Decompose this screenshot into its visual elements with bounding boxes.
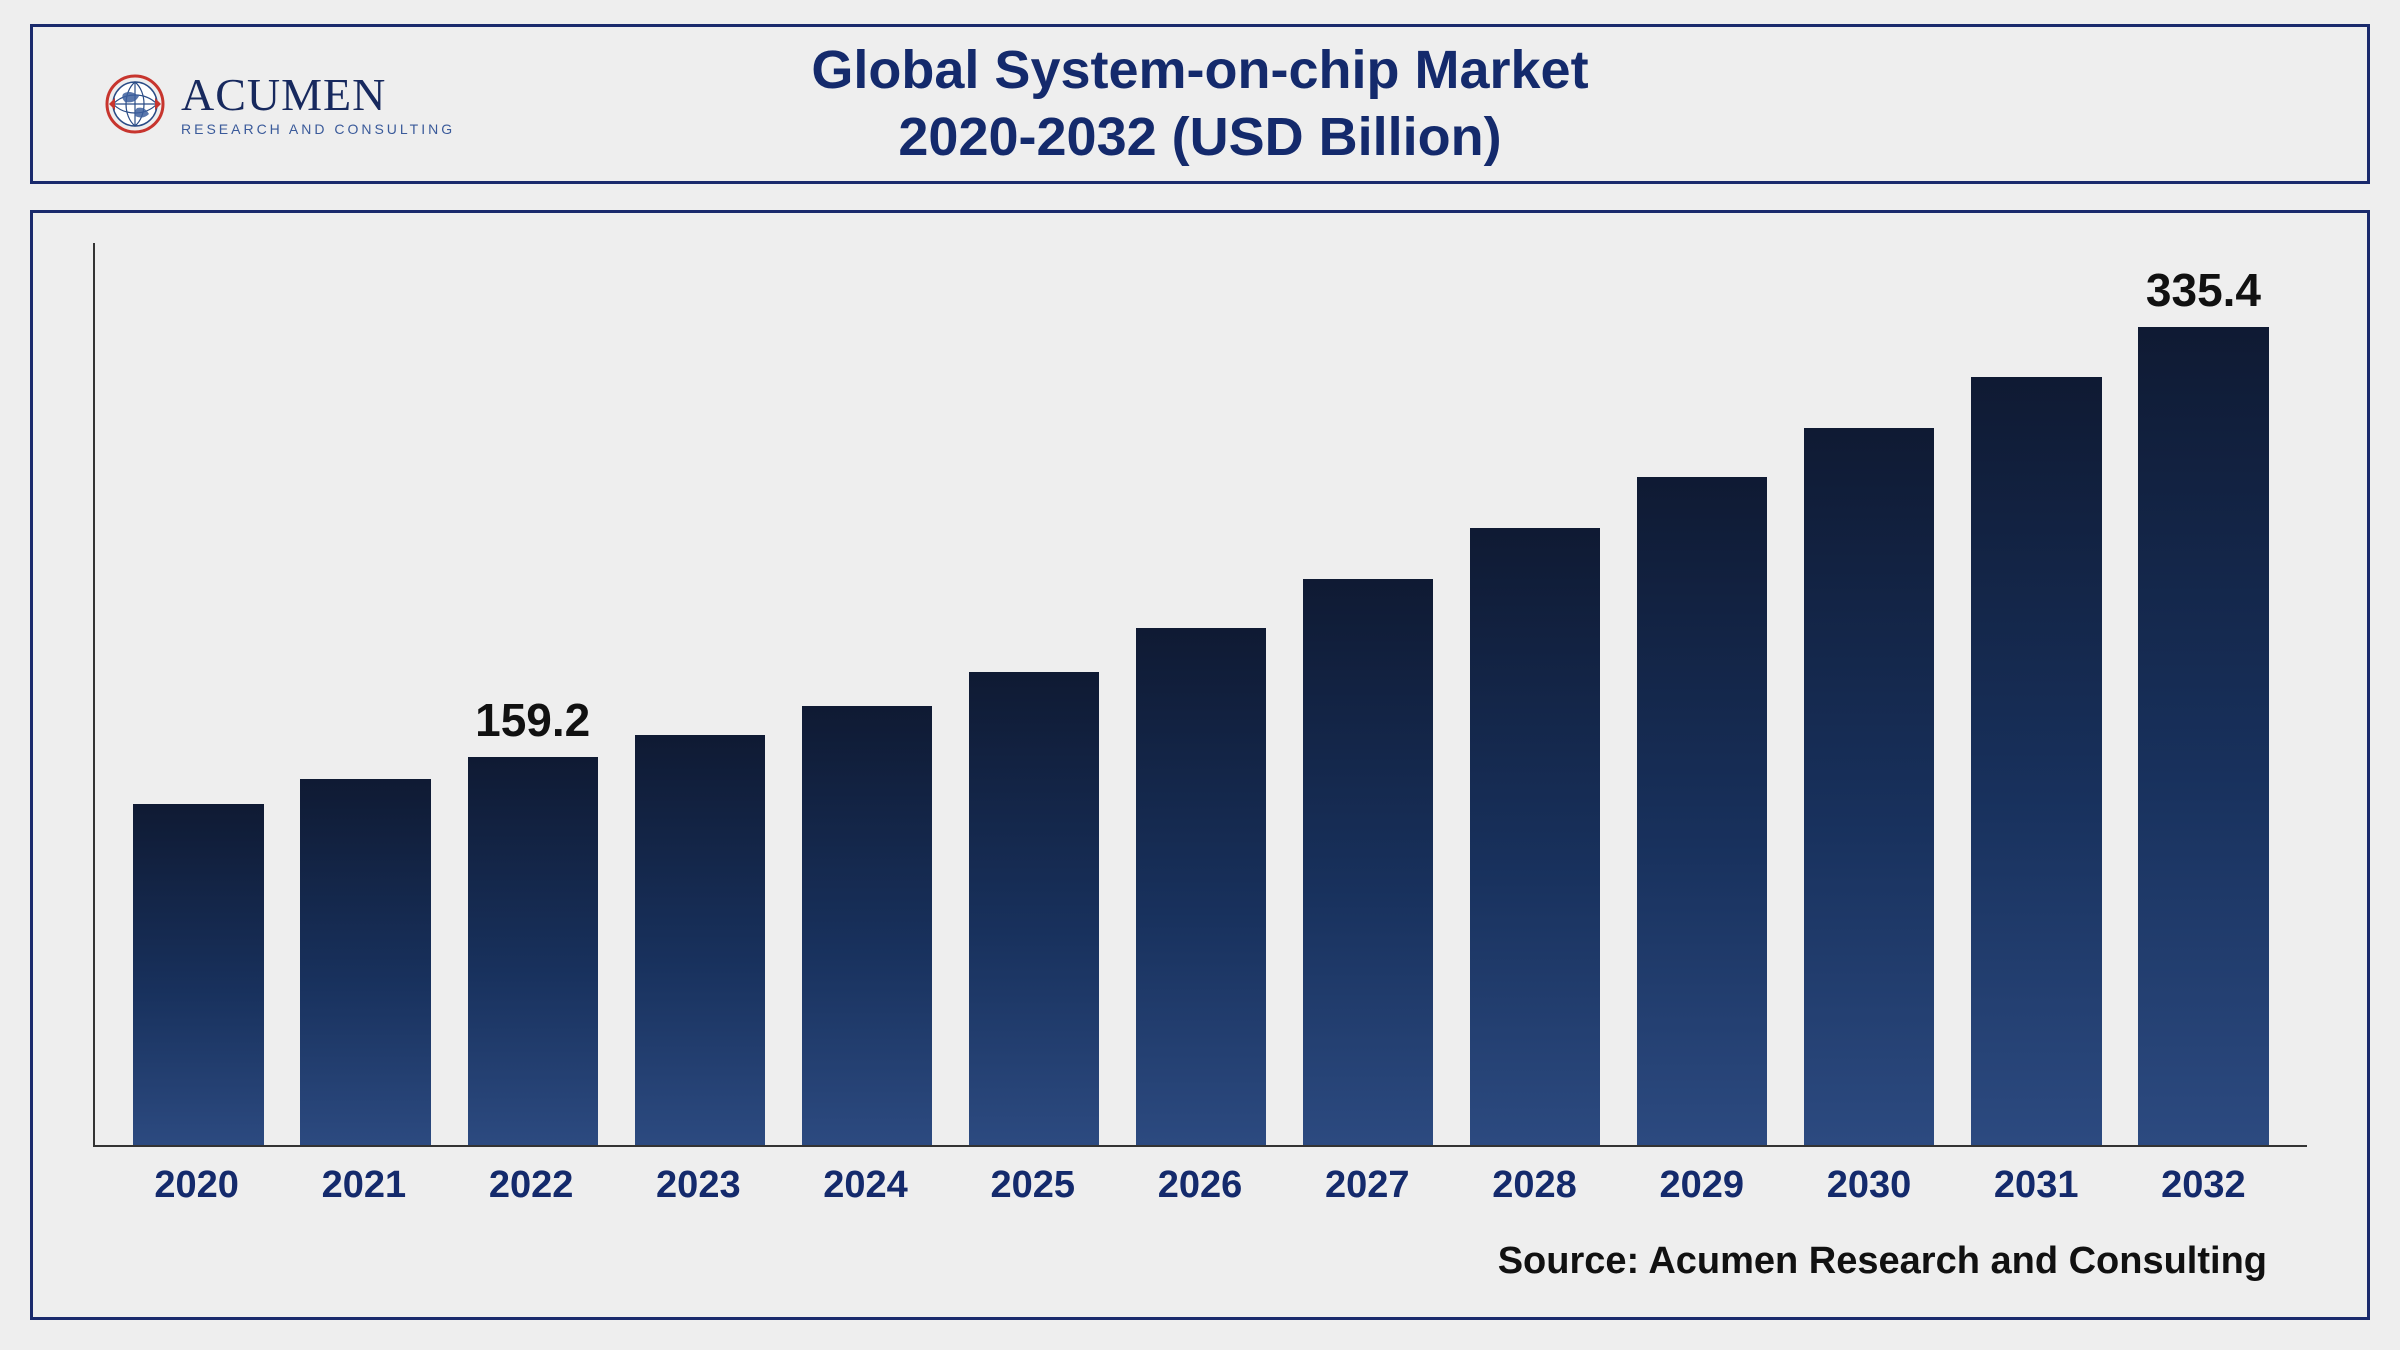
logo-subtext: RESEARCH AND CONSULTING bbox=[181, 122, 455, 136]
source-caption: Source: Acumen Research and Consulting bbox=[1498, 1240, 2267, 1283]
chart-title-line2: 2020-2032 (USD Billion) bbox=[898, 107, 1501, 167]
bar-slot bbox=[1953, 243, 2120, 1145]
x-tick-label: 2020 bbox=[113, 1150, 280, 1207]
header-panel: ACUMEN RESEARCH AND CONSULTING Global Sy… bbox=[30, 24, 2370, 184]
bar bbox=[468, 757, 598, 1145]
bar bbox=[1136, 628, 1266, 1145]
brand-logo: ACUMEN RESEARCH AND CONSULTING bbox=[103, 72, 455, 136]
bar bbox=[1303, 579, 1433, 1145]
chart-panel: 159.2335.4 20202021202220232024202520262… bbox=[30, 210, 2370, 1320]
bar-slot: 159.2 bbox=[449, 243, 616, 1145]
x-tick-label: 2031 bbox=[1953, 1150, 2120, 1207]
bar bbox=[969, 672, 1099, 1145]
plot-area: 159.2 335.4 bbox=[93, 243, 2307, 1147]
bar-value-label: 159.2 bbox=[475, 693, 590, 747]
x-tick-label: 2026 bbox=[1116, 1150, 1283, 1207]
bar-slot bbox=[115, 243, 282, 1145]
bar bbox=[802, 706, 932, 1145]
bar-value-label: 335.4 bbox=[2146, 263, 2261, 317]
bar-slot bbox=[1786, 243, 1953, 1145]
x-tick-label: 2024 bbox=[782, 1150, 949, 1207]
x-tick-label: 2027 bbox=[1284, 1150, 1451, 1207]
bar-slot: 335.4 bbox=[2120, 243, 2287, 1145]
bar-slot bbox=[783, 243, 950, 1145]
logo-brand-text: ACUMEN bbox=[181, 72, 455, 118]
x-tick-label: 2023 bbox=[615, 1150, 782, 1207]
chart-title: Global System-on-chip Market 2020-2032 (… bbox=[811, 37, 1588, 172]
x-tick-label: 2030 bbox=[1785, 1150, 1952, 1207]
globe-icon bbox=[103, 72, 167, 136]
x-tick-label: 2021 bbox=[280, 1150, 447, 1207]
x-tick-label: 2029 bbox=[1618, 1150, 1785, 1207]
bar bbox=[1470, 528, 1600, 1145]
bar-slot bbox=[950, 243, 1117, 1145]
chart-title-line1: Global System-on-chip Market bbox=[811, 40, 1588, 100]
bar-slot bbox=[1285, 243, 1452, 1145]
bar bbox=[1971, 377, 2101, 1145]
bar bbox=[2138, 327, 2268, 1145]
bar-slot bbox=[282, 243, 449, 1145]
x-tick-label: 2022 bbox=[447, 1150, 614, 1207]
bar-slot bbox=[616, 243, 783, 1145]
bar bbox=[133, 804, 263, 1145]
bar bbox=[300, 779, 430, 1145]
bar-slot bbox=[1619, 243, 1786, 1145]
bar-slot bbox=[1117, 243, 1284, 1145]
x-tick-label: 2032 bbox=[2120, 1150, 2287, 1207]
x-axis: 2020202120222023202420252026202720282029… bbox=[93, 1150, 2307, 1207]
bar-slot bbox=[1452, 243, 1619, 1145]
bar bbox=[635, 735, 765, 1145]
bars-container: 159.2 335.4 bbox=[95, 243, 2307, 1145]
bar bbox=[1804, 428, 1934, 1145]
bar bbox=[1637, 477, 1767, 1145]
x-tick-label: 2025 bbox=[949, 1150, 1116, 1207]
x-tick-label: 2028 bbox=[1451, 1150, 1618, 1207]
